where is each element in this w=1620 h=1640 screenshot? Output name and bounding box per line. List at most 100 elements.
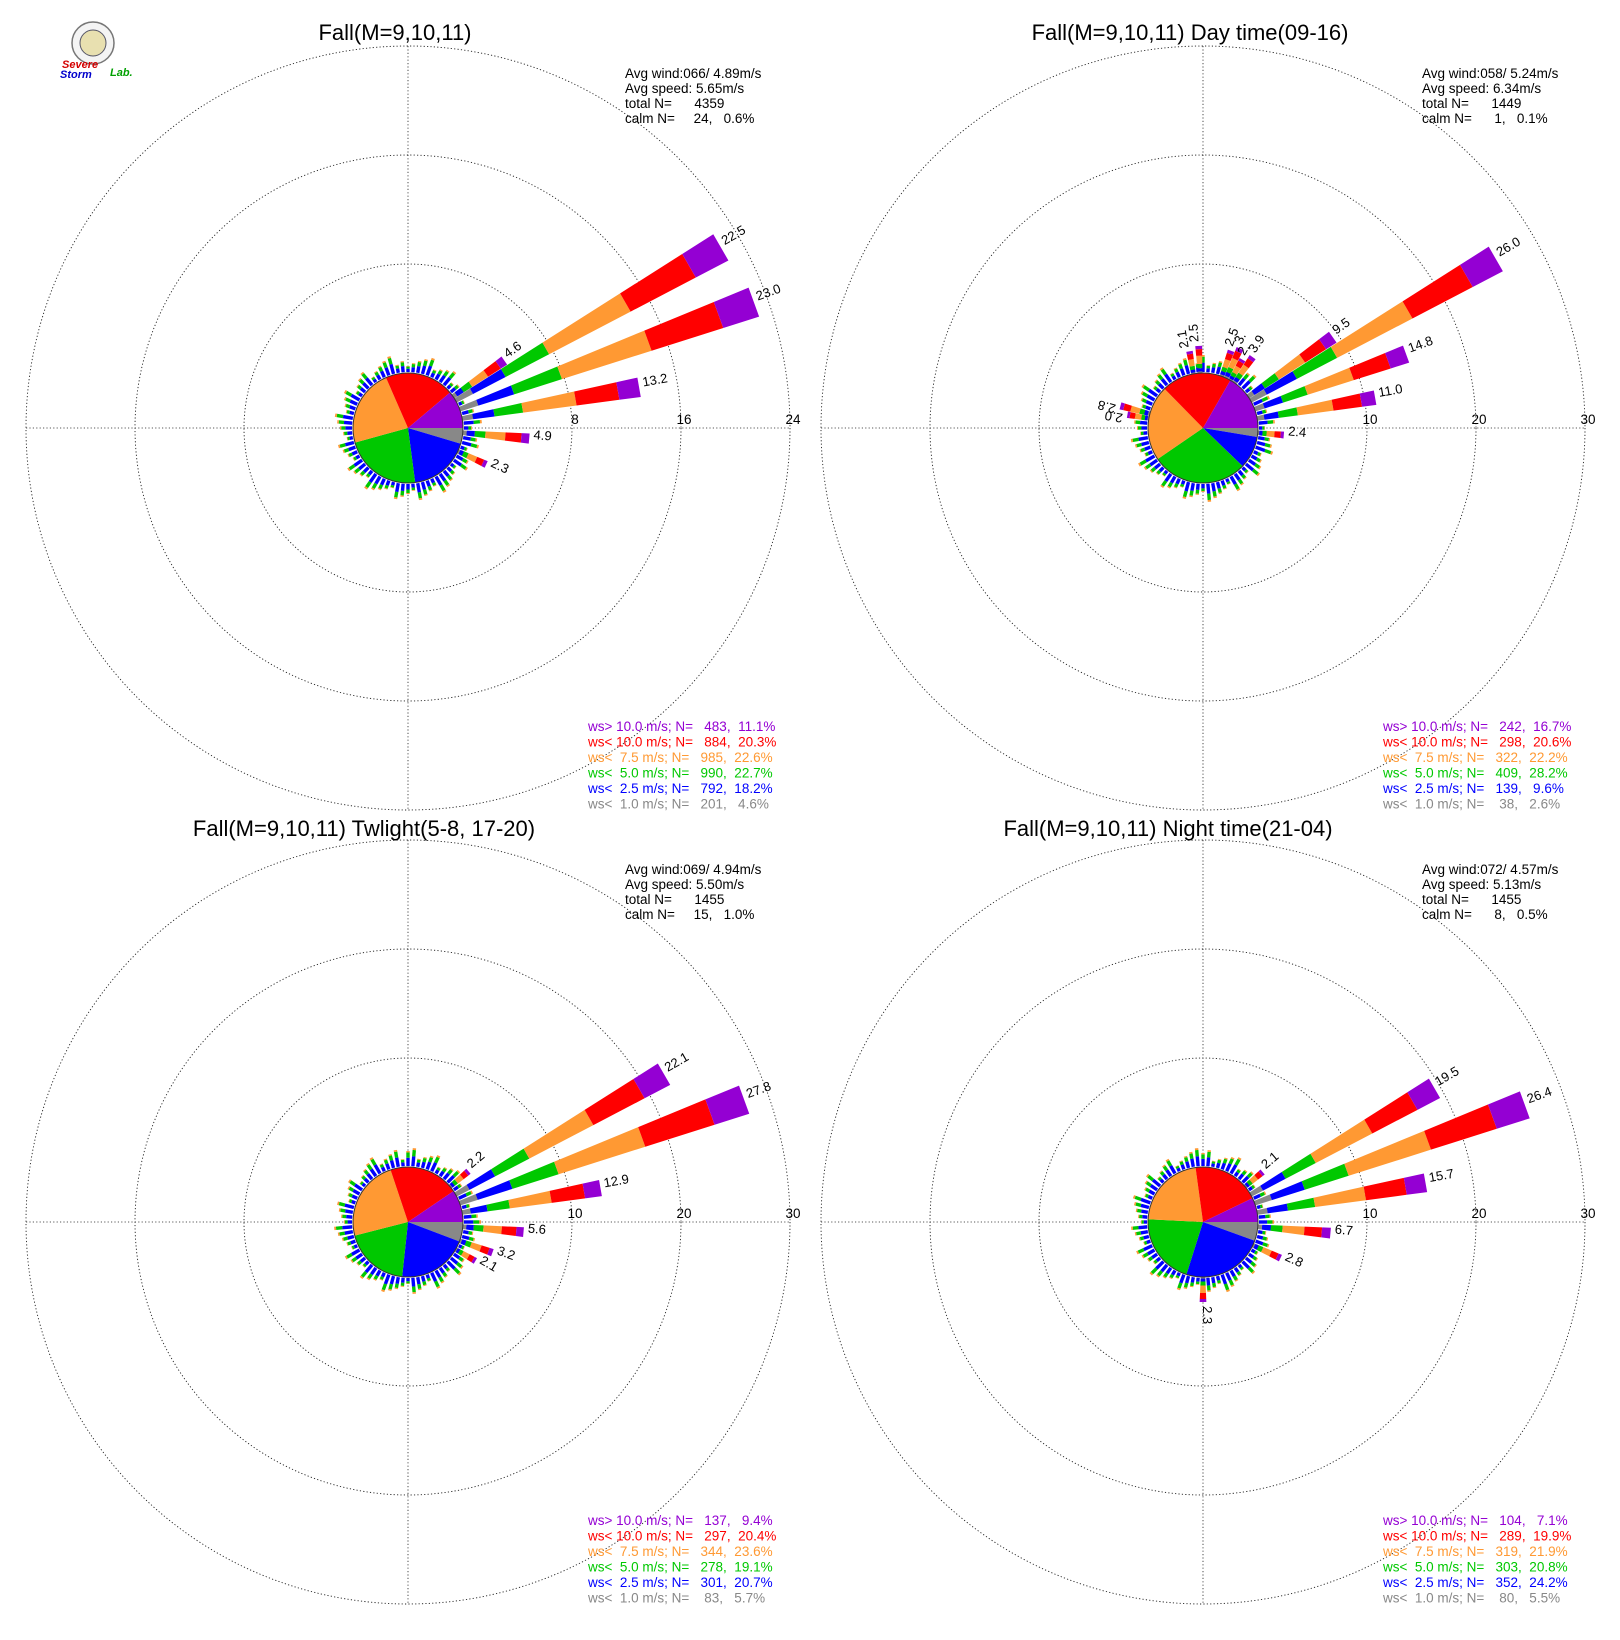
minor-petal-segment [395,368,400,374]
minor-petal-segment [1195,1149,1199,1157]
petal-segment [1222,358,1231,369]
legend-entry: ws< 10.0 m/s; N= 289, 19.9% [1382,1529,1571,1544]
minor-petal-segment [1176,1287,1181,1291]
minor-petal-segment [1270,451,1274,455]
radial-tick-label: 30 [1580,412,1595,427]
minor-petal-segment [428,1156,434,1163]
minor-petal-segment [468,1236,474,1242]
minor-petal-segment [1212,363,1216,368]
minor-petal-segment [1145,405,1151,411]
minor-petal-segment [1182,490,1188,498]
minor-petal-segment [461,1258,465,1263]
minor-petal-segment [1140,1197,1151,1205]
minor-petal-segment [351,1248,361,1256]
minor-petal-segment [362,1263,367,1268]
minor-petal-segment [1225,478,1230,483]
petal-segment [1256,414,1265,421]
petal-segment [1262,430,1267,437]
minor-petal-segment [366,1277,371,1281]
petal-segment [1280,431,1285,439]
minor-petal-segment [395,482,400,493]
minor-petal-segment [351,1256,358,1263]
minor-petal-segment [442,1172,450,1181]
minor-petal-segment [1247,1252,1255,1259]
minor-petal-segment [379,1164,385,1168]
minor-petal-segment [428,359,435,367]
petal-segment [1235,347,1244,354]
windrose-panel-2: 10 20 302.52.1 2.53.2.3.99.526.014.811.02.4… [820,20,1596,812]
minor-petal-segment [1148,388,1159,398]
radial-tick-label: 10 [567,1206,582,1221]
petal-segment [1330,301,1413,358]
minor-petal-segment [425,480,431,487]
minor-petal-segment [389,1160,396,1169]
minor-petal-segment [449,387,457,394]
petal-segment [458,1194,478,1206]
minor-petal-segment [462,436,472,441]
minor-petal-segment [452,1252,461,1260]
minor-petal-segment [1236,1169,1241,1174]
petal-80: 11.0 [1256,381,1404,421]
minor-petal-segment [470,1190,474,1195]
legend-entry: ws< 7.5 m/s; N= 319, 21.9% [1382,1544,1568,1559]
minor-petal-segment [355,1252,364,1260]
petal-value-label: 2.3 [1200,1306,1215,1324]
minor-petal-segment [350,1259,354,1263]
minor-petal-segment [1259,1191,1266,1197]
petal-segment [1262,395,1284,409]
minor-petal-segment [1180,480,1186,485]
minor-petal-segment [1226,1289,1230,1293]
minor-petal-segment [365,377,374,387]
minor-petal-segment [1257,451,1261,457]
minor-petal-segment [1257,1230,1263,1235]
petal-value-label: 15.7 [1428,1166,1456,1185]
minor-petal-segment [431,370,437,374]
minor-petal-segment [1138,436,1149,442]
petal-segment [1186,350,1194,355]
petal-value-label: 27.8 [744,1078,773,1101]
legend-entry: ws< 10.0 m/s; N= 297, 20.4% [587,1529,776,1544]
minor-petal-segment [360,470,366,476]
petal-segment [1188,358,1195,367]
minor-petal-segment [470,437,476,442]
minor-petal-segment [1165,1158,1170,1162]
petal-segment [1254,1171,1263,1180]
minor-petal-segment [1144,1180,1148,1185]
petal-segment [1266,430,1275,438]
minor-petal-segment [1173,368,1179,373]
petal-segment [469,368,506,394]
minor-petal-segment [1136,442,1142,448]
minor-petal-segment [348,464,356,471]
minor-petal-segment [1163,1272,1169,1278]
petal-segment [501,1226,517,1237]
minor-petal-segment [1160,368,1167,376]
minor-petal-segment [1237,1263,1243,1269]
minor-petal-segment [400,366,405,373]
petal-segment [1123,403,1132,412]
stats-line: total N= 1449 [1422,96,1521,111]
minor-petal-segment [468,409,473,414]
petal-value-label: 2.1 [1258,1149,1281,1172]
petal-110: 3.2 [458,1238,517,1263]
petal-segment [1147,411,1151,417]
minor-petal-segment [442,489,447,493]
petal-segment [461,451,469,459]
minor-petal-segment [1220,480,1226,486]
minor-petal-segment [380,1166,386,1172]
minor-petal-segment [1154,379,1158,383]
minor-petal-segment [395,1276,400,1284]
minor-petal-segment [336,413,344,419]
minor-petal-segment [353,458,364,467]
windrose-panel-4: 10 20 30 2.1 19.5 26.4 15.7 6.7 2.8 2.3 Fall(M=9,1… [820,816,1596,1606]
minor-petal-segment [452,472,456,476]
minor-petal-segment [1229,475,1237,485]
minor-petal-segment [1162,1165,1169,1172]
legend-entry: ws< 2.5 m/s; N= 352, 24.2% [1382,1575,1568,1590]
minor-petal-segment [360,1174,364,1178]
minor-petal-segment [1142,385,1150,392]
radial-tick-label: 10 [1362,1206,1377,1221]
minor-petal-segment [443,370,449,377]
petal-segment [1144,415,1149,421]
minor-petal-segment [1206,483,1211,494]
petal-segment [1238,358,1246,364]
